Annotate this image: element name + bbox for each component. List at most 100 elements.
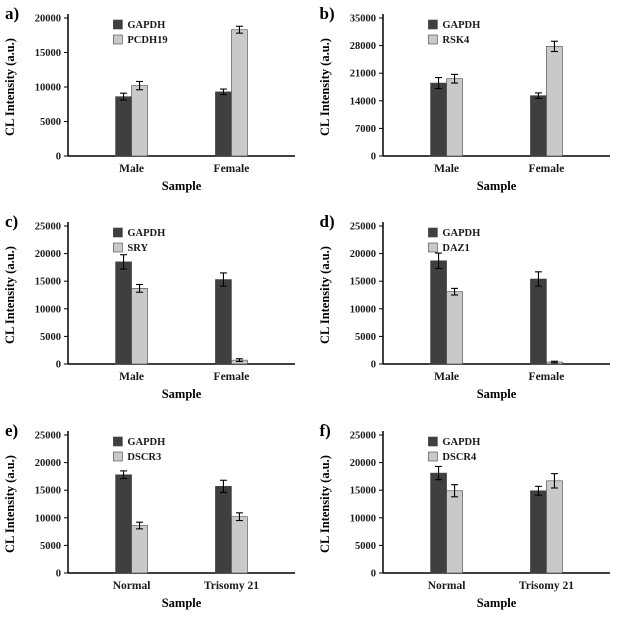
legend-swatch-GAPDH bbox=[113, 228, 123, 238]
panel-label-c: c) bbox=[5, 212, 19, 232]
y-axis-title: CL Intensity (a.u.) bbox=[318, 38, 332, 136]
legend-swatch-DSCR4 bbox=[427, 451, 438, 461]
bar-chart-f: 0 5000 10000 15000 20000 25000 Normal Trisomy 2… bbox=[318, 430, 610, 610]
legend-label-GAPDH: GAPDH bbox=[442, 20, 480, 31]
bar-chart-c: 0 5000 10000 15000 20000 25000 Male Female Sampl… bbox=[3, 222, 295, 401]
bar-RSK4-Male bbox=[445, 78, 463, 157]
panel-label-a: a) bbox=[5, 4, 20, 23]
y-axis-title: CL Intensity (a.u.) bbox=[3, 246, 17, 344]
y-tick-label: 35000 bbox=[349, 14, 375, 25]
y-tick-label: 0 bbox=[370, 568, 375, 579]
y-tick-label: 5000 bbox=[355, 332, 376, 343]
bar-SRY-Male bbox=[131, 288, 148, 365]
y-tick-label: 10000 bbox=[349, 305, 375, 316]
x-category-label: Female bbox=[214, 371, 250, 383]
x-category-label: Male bbox=[434, 371, 459, 383]
y-tick-label: 0 bbox=[56, 568, 61, 579]
y-tick-label: 25000 bbox=[349, 222, 375, 233]
x-axis-title: Sample bbox=[476, 596, 516, 610]
legend-swatch-DAZ1 bbox=[427, 243, 438, 253]
chart-panel-c: c) 0 5000 10000 15000 20000 25000 Male Female Sa… bbox=[2, 210, 315, 417]
bar-DSCR4-Trisomy 21 bbox=[545, 480, 563, 573]
y-tick-label: 15000 bbox=[349, 277, 375, 288]
x-category-label: Trisomy 21 bbox=[204, 580, 259, 592]
x-category-label: Female bbox=[214, 163, 250, 175]
y-tick-label: 21000 bbox=[349, 69, 375, 80]
y-tick-label: 5000 bbox=[40, 332, 61, 343]
y-tick-label: 5000 bbox=[40, 541, 61, 552]
y-tick-label: 5000 bbox=[355, 541, 376, 552]
bar-GAPDH-Female bbox=[215, 91, 232, 157]
y-tick-label: 0 bbox=[56, 152, 61, 163]
bar-RSK4-Female bbox=[545, 46, 563, 157]
bar-GAPDH-Trisomy 21 bbox=[529, 490, 547, 573]
x-category-label: Normal bbox=[113, 580, 151, 592]
panel-label-b: b) bbox=[319, 4, 335, 23]
bar-GAPDH-Male bbox=[115, 261, 132, 365]
legend-swatch-PCDH19 bbox=[113, 34, 123, 45]
y-axis-title: CL Intensity (a.u.) bbox=[318, 246, 332, 344]
legend-label-GAPDH: GAPDH bbox=[442, 228, 480, 239]
legend-swatch-GAPDH bbox=[427, 436, 438, 446]
y-axis-title: CL Intensity (a.u.) bbox=[3, 455, 17, 553]
bar-PCDH19-Male bbox=[131, 85, 148, 157]
y-tick-label: 20000 bbox=[349, 249, 375, 260]
bar-chart-a: 0 5000 10000 15000 20000 Male Female Sample CL I… bbox=[3, 14, 295, 193]
chart-panel-d: d) 0 5000 10000 15000 20000 25000 Male Female Sa… bbox=[317, 210, 630, 417]
y-tick-label: 20000 bbox=[349, 458, 375, 469]
y-tick-label: 10000 bbox=[35, 513, 61, 524]
panel-label-e: e) bbox=[5, 420, 19, 440]
y-tick-label: 10000 bbox=[35, 305, 61, 316]
bar-GAPDH-Normal bbox=[115, 474, 132, 573]
x-category-label: Male bbox=[119, 371, 144, 383]
y-tick-label: 10000 bbox=[35, 83, 61, 94]
legend-label-DSCR3: DSCR3 bbox=[127, 452, 161, 463]
bar-GAPDH-Female bbox=[215, 279, 232, 365]
bar-DSCR3-Normal bbox=[131, 524, 148, 573]
bar-chart-b: 0 7000 14000 21000 28000 35000 Male Female Sampl… bbox=[318, 14, 610, 193]
legend-swatch-GAPDH bbox=[427, 19, 438, 30]
chart-panel-f: f) 0 5000 10000 15000 20000 25000 Normal Trisom… bbox=[317, 419, 630, 626]
legend-swatch-SRY bbox=[113, 243, 123, 253]
x-category-label: Trisomy 21 bbox=[518, 580, 573, 592]
legend-swatch-GAPDH bbox=[113, 19, 123, 30]
x-axis-title: Sample bbox=[162, 179, 202, 193]
x-axis-title: Sample bbox=[476, 179, 516, 193]
x-axis-title: Sample bbox=[476, 387, 516, 401]
bar-chart-d: 0 5000 10000 15000 20000 25000 Male Female Sampl… bbox=[318, 222, 610, 401]
bar-GAPDH-Female bbox=[529, 279, 547, 365]
y-tick-label: 25000 bbox=[35, 222, 61, 233]
panel-label-d: d) bbox=[319, 212, 335, 232]
bar-GAPDH-Male bbox=[115, 96, 132, 157]
legend-swatch-GAPDH bbox=[113, 436, 123, 446]
bar-DAZ1-Male bbox=[445, 291, 463, 365]
legend-label-GAPDH: GAPDH bbox=[127, 228, 165, 239]
x-category-label: Female bbox=[528, 371, 564, 383]
chart-panel-e: e) 0 5000 10000 15000 20000 25000 Normal Trisom… bbox=[2, 419, 315, 626]
chart-panel-b: b) 0 7000 14000 21000 28000 35000 Male Female Sa… bbox=[317, 2, 630, 209]
legend-label-PCDH19: PCDH19 bbox=[127, 35, 167, 46]
y-tick-label: 5000 bbox=[40, 117, 61, 128]
bar-DSCR4-Normal bbox=[445, 490, 463, 573]
chart-panel-a: a) 0 5000 10000 15000 20000 Male Female Sample C… bbox=[2, 2, 315, 209]
legend-label-GAPDH: GAPDH bbox=[127, 437, 165, 448]
y-tick-label: 14000 bbox=[349, 96, 375, 107]
x-axis-title: Sample bbox=[162, 387, 202, 401]
y-tick-label: 20000 bbox=[35, 249, 61, 260]
y-tick-label: 7000 bbox=[355, 124, 376, 135]
legend-label-RSK4: RSK4 bbox=[442, 35, 470, 46]
legend-swatch-RSK4 bbox=[427, 34, 438, 45]
bar-GAPDH-Female bbox=[529, 95, 547, 157]
legend-label-SRY: SRY bbox=[127, 243, 148, 254]
bar-GAPDH-Male bbox=[429, 82, 447, 157]
x-category-label: Female bbox=[528, 163, 564, 175]
y-tick-label: 15000 bbox=[349, 485, 375, 496]
y-tick-label: 0 bbox=[370, 152, 375, 163]
y-tick-label: 20000 bbox=[35, 458, 61, 469]
y-axis-title: CL Intensity (a.u.) bbox=[318, 455, 332, 553]
bar-GAPDH-Normal bbox=[429, 472, 447, 573]
y-tick-label: 10000 bbox=[349, 513, 375, 524]
y-axis-title: CL Intensity (a.u.) bbox=[3, 38, 17, 136]
y-tick-label: 25000 bbox=[35, 430, 61, 441]
